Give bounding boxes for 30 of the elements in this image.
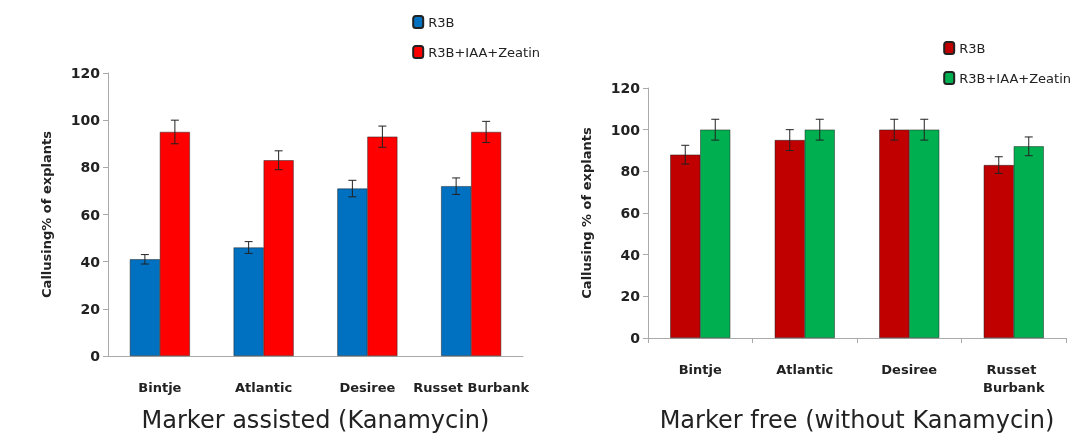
- y-axis-title: Callusing % of explants: [579, 127, 594, 299]
- legend-label: R3B: [428, 14, 455, 30]
- legend-label: R3B+IAA+Zeatin: [428, 44, 540, 60]
- y-tick-label: 100: [610, 121, 641, 138]
- y-tick-label: 20: [80, 300, 101, 317]
- x-tick-label: Desiree: [339, 379, 396, 395]
- y-tick-label: 0: [630, 330, 641, 346]
- x-tick-label: Bintje: [678, 361, 722, 377]
- x-tick-label: Russet Burbank: [413, 379, 530, 395]
- x-axis-title: Marker free (without Kanamycin): [659, 406, 1055, 434]
- y-tick-label: 80: [620, 163, 641, 180]
- y-tick-label: 20: [620, 288, 641, 305]
- legend-label: R3B+IAA+Zeatin: [959, 70, 1071, 86]
- y-tick-label: 100: [70, 112, 101, 129]
- y-tick-label: 40: [620, 246, 641, 263]
- x-tick-label: Desiree: [881, 361, 938, 377]
- y-tick-label: 60: [80, 206, 101, 223]
- y-tick-label: 60: [620, 205, 641, 221]
- x-tick-label: Atlantic: [235, 379, 293, 395]
- x-tick-label: Russet Burbank: [982, 361, 1045, 395]
- y-tick-label: 40: [80, 253, 101, 270]
- y-tick-label: 120: [610, 80, 641, 96]
- y-tick-label: 120: [70, 65, 101, 81]
- legend-label: R3B: [959, 40, 986, 56]
- y-tick-label: 0: [90, 348, 101, 364]
- x-tick-label: Atlantic: [776, 361, 834, 377]
- x-tick-label: Bintje: [138, 379, 182, 395]
- y-axis-title: Callusing% of explants: [39, 130, 54, 298]
- x-axis-title: Marker assisted (Kanamycin): [141, 406, 490, 434]
- y-tick-label: 80: [80, 159, 101, 176]
